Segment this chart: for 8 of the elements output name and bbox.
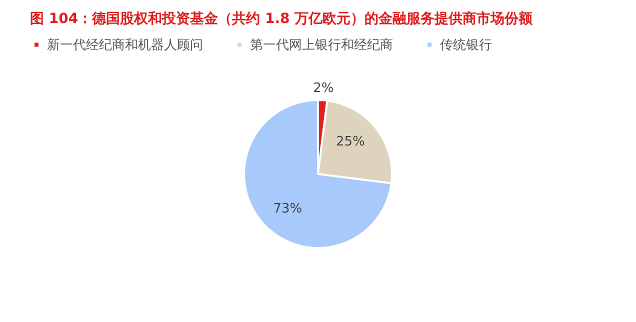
chart-title: 图 104：德国股权和投资基金（共约 1.8 万亿欧元）的金融服务提供商市场份额 [30, 10, 534, 27]
legend-label: 第一代网上银行和经纪商 [250, 38, 393, 53]
data-label: 25% [336, 134, 365, 150]
data-label: 73% [273, 201, 302, 216]
legend-label: 新一代经纪商和机器人顾问 [47, 38, 203, 53]
data-label: 2% [313, 81, 334, 96]
legend-label: 传统银行 [440, 38, 492, 53]
pie-slice [243, 99, 392, 249]
